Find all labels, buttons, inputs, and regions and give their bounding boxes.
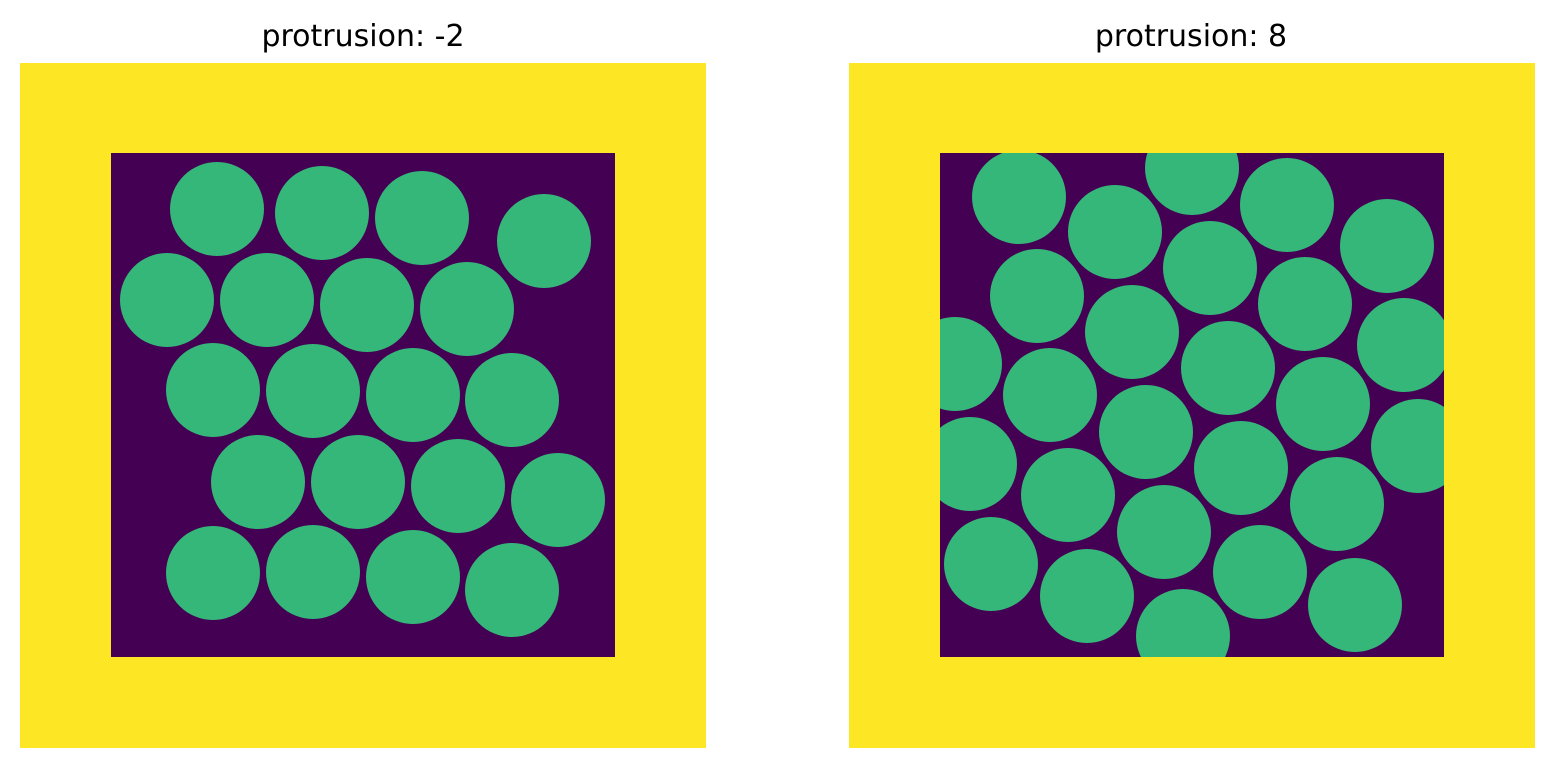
panel: protrusion: 8 <box>849 19 1535 748</box>
circles <box>940 153 1444 657</box>
panel: protrusion: -2 <box>20 19 706 748</box>
panel-title: protrusion: 8 <box>1095 19 1287 54</box>
circles <box>120 162 605 637</box>
panel-title: protrusion: -2 <box>261 19 464 54</box>
